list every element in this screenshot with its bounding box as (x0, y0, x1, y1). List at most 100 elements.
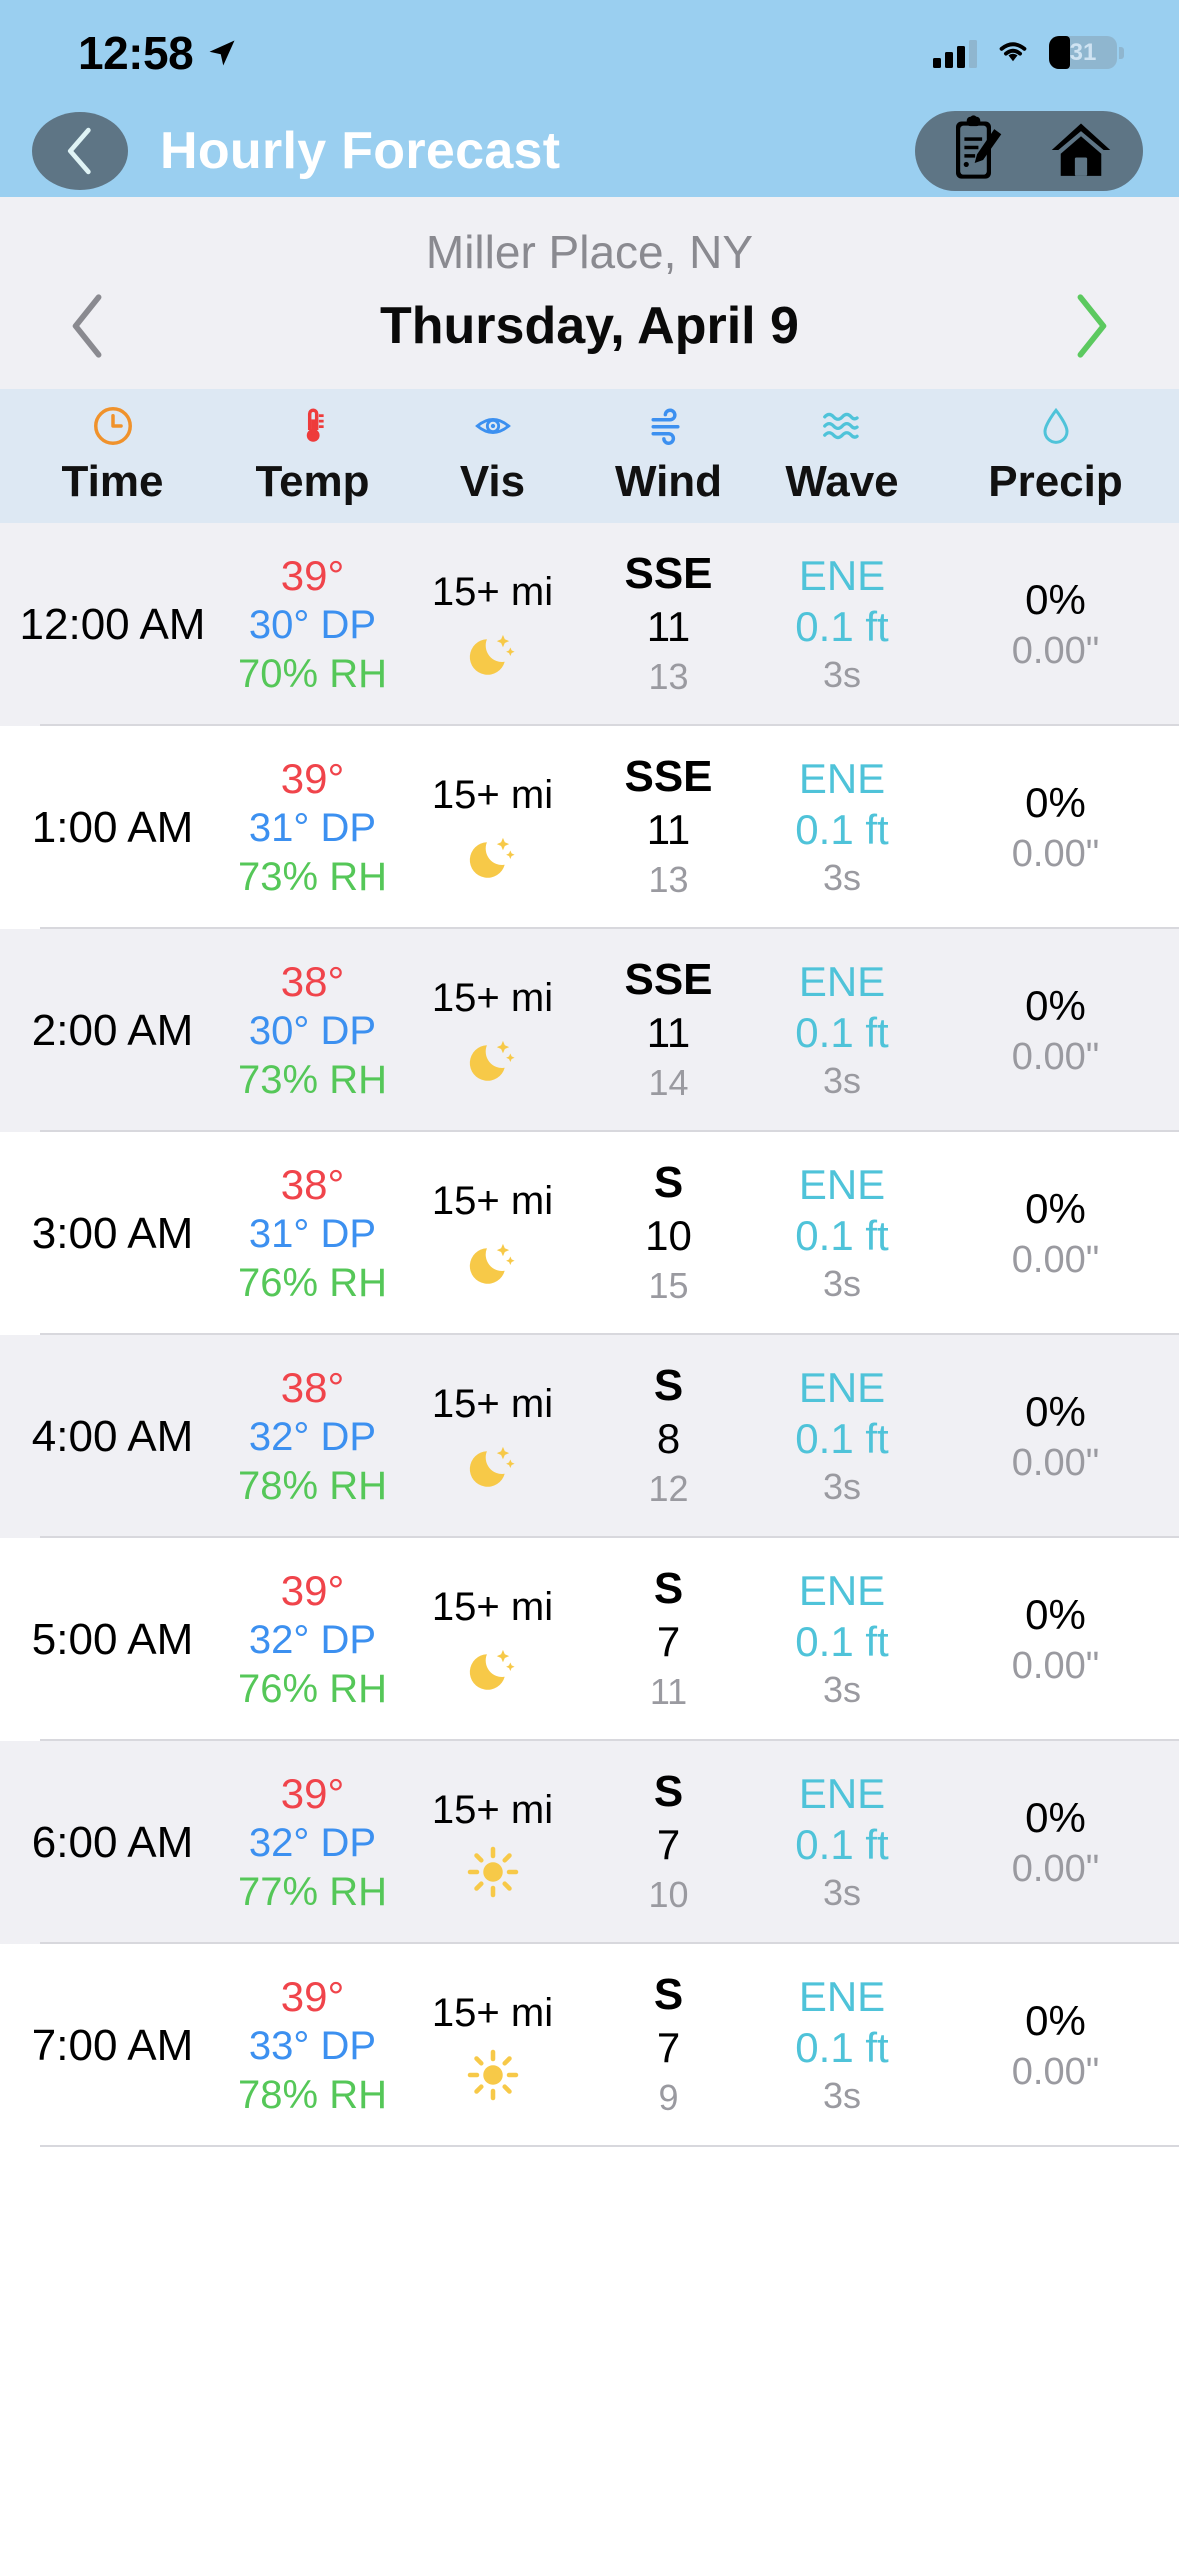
row-time-cell: 4:00 AM (0, 1412, 225, 1462)
location-label: Miller Place, NY (425, 226, 754, 278)
row-time-cell: 5:00 AM (0, 1615, 225, 1665)
battery-icon: 31 (1049, 36, 1124, 69)
row-wave-height: 0.1 ft (795, 1415, 889, 1463)
sun-icon (467, 2047, 519, 2103)
moon-stars-icon (467, 626, 519, 682)
row-visibility: 15+ mi (431, 1584, 554, 1629)
row-wind-speed: 10 (645, 1212, 692, 1260)
table-row[interactable]: 6:00 AM 39° 32° DP 77% RH 15+ mi S 7 10 ENE 0.1 f… (0, 1741, 1179, 1944)
back-button[interactable] (32, 112, 128, 190)
row-wave-cell: ENE 0.1 ft 3s (752, 753, 932, 902)
row-temp-cell: 39° 33° DP 78% RH (225, 1971, 400, 2120)
table-row[interactable]: 2:00 AM 38° 30° DP 73% RH 15+ mi SSE 11 14 ENE 0.… (0, 929, 1179, 1132)
row-wind-direction: S (653, 1158, 684, 1208)
row-wind-speed: 7 (656, 1618, 681, 1666)
cellular-signal-icon (933, 38, 977, 68)
row-wind-speed: 11 (646, 603, 691, 651)
chevron-left-icon (63, 126, 97, 176)
column-header-wind: Wind (585, 403, 752, 507)
row-wind-gust: 14 (648, 1061, 689, 1103)
column-header-precip-label: Precip (988, 457, 1123, 506)
row-precip-chance: 0% (1025, 575, 1086, 623)
row-wave-direction: ENE (798, 1160, 886, 1208)
row-dew-point: 31° DP (248, 806, 377, 851)
clock-icon (91, 403, 135, 449)
row-wind-speed: 8 (656, 1415, 681, 1463)
row-wave-period: 3s (822, 1669, 862, 1711)
row-precip-amount: 0.00" (1011, 833, 1100, 876)
row-wind-cell: S 10 15 (585, 1157, 752, 1309)
status-time: 12:58 (78, 26, 194, 79)
previous-day-button[interactable] (66, 293, 112, 359)
row-wave-cell: ENE 0.1 ft 3s (752, 1768, 932, 1917)
table-row[interactable]: 4:00 AM 38° 32° DP 78% RH 15+ mi S 8 12 ENE 0.1 f… (0, 1335, 1179, 1538)
notes-button[interactable] (925, 111, 1029, 191)
date-navigator: Thursday, April 9 (0, 293, 1179, 389)
table-row[interactable]: 5:00 AM 39° 32° DP 76% RH 15+ mi S 7 11 ENE 0.1 f… (0, 1538, 1179, 1741)
row-visibility: 15+ mi (431, 772, 554, 817)
column-header-temp-label: Temp (255, 457, 370, 506)
table-row[interactable]: 7:00 AM 39° 33° DP 78% RH 15+ mi S 7 9 ENE 0.1 ft… (0, 1944, 1179, 2147)
row-wind-gust: 10 (648, 1873, 689, 1915)
row-wave-cell: ENE 0.1 ft 3s (752, 550, 932, 699)
row-time-value: 4:00 AM (31, 1411, 194, 1461)
row-wind-direction: S (653, 1970, 684, 2020)
row-temperature: 39° (280, 755, 345, 803)
row-precip-chance: 0% (1025, 1184, 1086, 1232)
moon-stars-icon (467, 1032, 519, 1088)
home-button[interactable] (1029, 111, 1133, 191)
row-wind-cell: SSE 11 14 (585, 954, 752, 1106)
table-row[interactable]: 1:00 AM 39° 31° DP 73% RH 15+ mi SSE 11 13 ENE 0.… (0, 726, 1179, 929)
row-temp-cell: 38° 30° DP 73% RH (225, 956, 400, 1105)
page-title: Hourly Forecast (160, 122, 561, 180)
row-wave-cell: ENE 0.1 ft 3s (752, 1362, 932, 1511)
waves-icon (820, 403, 864, 449)
row-precip-chance: 0% (1025, 778, 1086, 826)
moon-stars-icon (467, 829, 519, 885)
current-date-label: Thursday, April 9 (380, 297, 799, 355)
row-vis-cell: 15+ mi (400, 568, 585, 682)
row-humidity: 70% RH (238, 652, 387, 697)
row-wave-height: 0.1 ft (795, 1009, 889, 1057)
row-vis-cell: 15+ mi (400, 1380, 585, 1494)
row-visibility: 15+ mi (431, 569, 554, 614)
row-wind-gust: 12 (648, 1467, 689, 1509)
row-wind-gust: 13 (648, 858, 689, 900)
row-time-value: 12:00 AM (19, 599, 206, 649)
row-wave-height: 0.1 ft (795, 1212, 889, 1260)
row-precip-cell: 0% 0.00" (932, 573, 1179, 677)
table-row[interactable]: 12:00 AM 39° 30° DP 70% RH 15+ mi SSE 11 13 ENE 0… (0, 523, 1179, 726)
row-wave-direction: ENE (798, 1972, 886, 2020)
battery-percent: 31 (1069, 38, 1097, 66)
row-wind-cell: S 7 10 (585, 1766, 752, 1918)
row-visibility: 15+ mi (431, 1381, 554, 1426)
column-header-wind-label: Wind (614, 457, 723, 506)
row-wave-height: 0.1 ft (795, 806, 889, 854)
next-day-button[interactable] (1067, 293, 1113, 359)
row-time-cell: 1:00 AM (0, 803, 225, 853)
status-bar: 12:58 31 (0, 0, 1179, 105)
table-row[interactable]: 3:00 AM 38° 31° DP 76% RH 15+ mi S 10 15 ENE 0.1 … (0, 1132, 1179, 1335)
row-precip-amount: 0.00" (1011, 1442, 1100, 1485)
row-temperature: 39° (280, 552, 345, 600)
row-temperature: 39° (280, 1567, 345, 1615)
row-precip-cell: 0% 0.00" (932, 1588, 1179, 1692)
row-wind-cell: S 7 11 (585, 1563, 752, 1715)
row-dew-point: 32° DP (248, 1415, 377, 1460)
row-wave-direction: ENE (798, 1363, 886, 1411)
column-header-temp: Temp (225, 403, 400, 507)
row-wind-speed: 7 (656, 1821, 681, 1869)
row-wind-gust: 11 (649, 1670, 688, 1712)
row-precip-amount: 0.00" (1011, 1848, 1100, 1891)
row-humidity: 76% RH (238, 1261, 387, 1306)
row-precip-chance: 0% (1025, 1996, 1086, 2044)
table-column-headers: Time Temp Vis (0, 389, 1179, 523)
sun-icon (467, 1844, 519, 1900)
column-header-vis-label: Vis (459, 457, 526, 506)
column-header-vis: Vis (400, 403, 585, 507)
row-temp-cell: 39° 32° DP 77% RH (225, 1768, 400, 1917)
row-wave-period: 3s (822, 1263, 862, 1305)
status-bar-right: 31 (933, 35, 1124, 70)
column-header-wave: Wave (752, 403, 932, 507)
row-temp-cell: 39° 30° DP 70% RH (225, 550, 400, 699)
